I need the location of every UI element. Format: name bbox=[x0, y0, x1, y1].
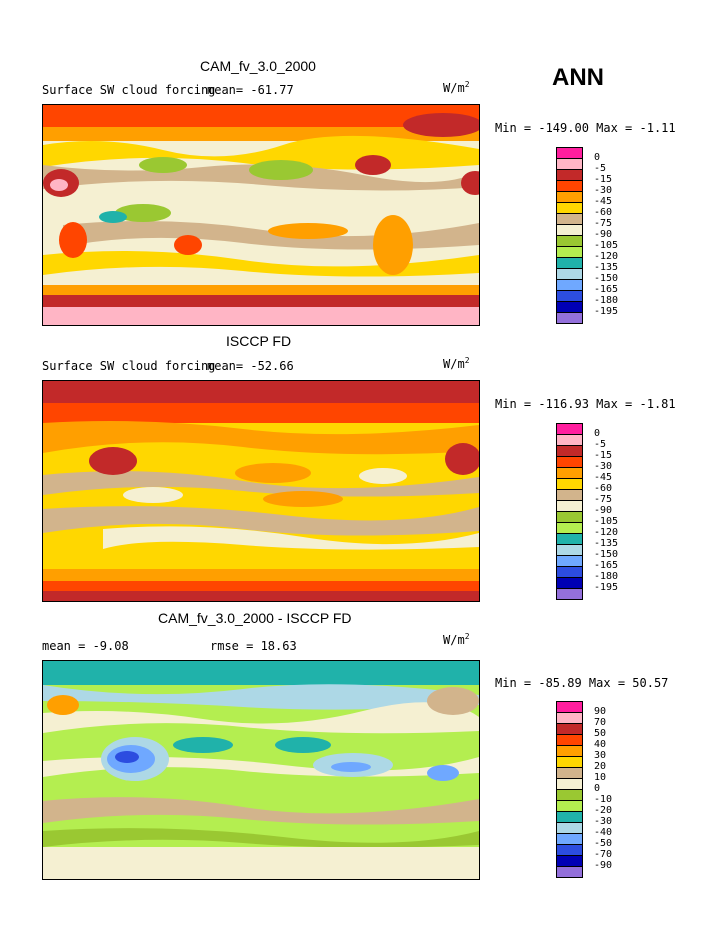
legend-label: -15 bbox=[594, 450, 613, 461]
legend-swatch bbox=[556, 588, 583, 600]
panel-1-unit: W/m2 bbox=[443, 80, 470, 95]
legend-label: -5 bbox=[594, 163, 607, 174]
legend-label: 50 bbox=[594, 728, 607, 739]
legend-label: -120 bbox=[594, 527, 619, 538]
legend-label: -90 bbox=[594, 505, 613, 516]
panel-3-rmse: rmse = 18.63 bbox=[210, 639, 297, 653]
panel-3-contour-field bbox=[43, 661, 479, 879]
panel-2-map bbox=[42, 380, 480, 602]
legend-label: -90 bbox=[594, 860, 613, 871]
legend-label: 20 bbox=[594, 761, 607, 772]
legend-label: -30 bbox=[594, 185, 613, 196]
panel-2-field-label: Surface SW cloud forcing bbox=[42, 359, 216, 373]
panel-2-minmax: Min = -116.93 Max = -1.81 bbox=[495, 397, 676, 411]
legend-label: -60 bbox=[594, 483, 613, 494]
panel-1-minmax: Min = -149.00 Max = -1.11 bbox=[495, 121, 676, 135]
legend-label: -60 bbox=[594, 207, 613, 218]
legend-label: -165 bbox=[594, 284, 619, 295]
legend-label: -150 bbox=[594, 273, 619, 284]
legend-label: 10 bbox=[594, 772, 607, 783]
legend-label: -50 bbox=[594, 838, 613, 849]
legend-label: -75 bbox=[594, 218, 613, 229]
legend-label: -75 bbox=[594, 494, 613, 505]
legend-label: 70 bbox=[594, 717, 607, 728]
legend-label: -20 bbox=[594, 805, 613, 816]
legend-label: -120 bbox=[594, 251, 619, 262]
legend-label: -195 bbox=[594, 306, 619, 317]
panel-2-contour-field bbox=[43, 381, 479, 601]
legend-label: -195 bbox=[594, 582, 619, 593]
legend-label: -180 bbox=[594, 571, 619, 582]
panel-2-mean: mean= -52.66 bbox=[207, 359, 294, 373]
legend-label: -135 bbox=[594, 262, 619, 273]
legend-swatch bbox=[556, 866, 583, 878]
legend-label: 90 bbox=[594, 706, 607, 717]
panel-1-field-label: Surface SW cloud forcing bbox=[42, 83, 216, 97]
legend-label: -10 bbox=[594, 794, 613, 805]
legend-label: -30 bbox=[594, 461, 613, 472]
panel-3-minmax: Min = -85.89 Max = 50.57 bbox=[495, 676, 669, 690]
panel-1-map bbox=[42, 104, 480, 326]
legend-label: 0 bbox=[594, 428, 601, 439]
legend-label: -90 bbox=[594, 229, 613, 240]
panel-2-unit: W/m2 bbox=[443, 356, 470, 371]
legend-label: -45 bbox=[594, 196, 613, 207]
legend-label: -15 bbox=[594, 174, 613, 185]
legend-label: -5 bbox=[594, 439, 607, 450]
season-label: ANN bbox=[552, 64, 604, 91]
panel-1-contour-field bbox=[43, 105, 479, 325]
panel-3-map bbox=[42, 660, 480, 880]
panel-1-title: CAM_fv_3.0_2000 bbox=[200, 58, 316, 74]
panel-3-unit: W/m2 bbox=[443, 632, 470, 647]
legend-label: 30 bbox=[594, 750, 607, 761]
legend-label: -45 bbox=[594, 472, 613, 483]
panel-1-mean: mean= -61.77 bbox=[207, 83, 294, 97]
legend-label: -180 bbox=[594, 295, 619, 306]
legend-label: -70 bbox=[594, 849, 613, 860]
legend-label: -105 bbox=[594, 516, 619, 527]
legend-label: -135 bbox=[594, 538, 619, 549]
legend-label: -105 bbox=[594, 240, 619, 251]
panel-2-title: ISCCP FD bbox=[226, 333, 292, 349]
legend-label: -40 bbox=[594, 827, 613, 838]
panel-3-title: CAM_fv_3.0_2000 - ISCCP FD bbox=[158, 610, 352, 626]
panel-3-mean: mean = -9.08 bbox=[42, 639, 129, 653]
legend-label: -30 bbox=[594, 816, 613, 827]
legend-label: -165 bbox=[594, 560, 619, 571]
legend-label: -150 bbox=[594, 549, 619, 560]
legend-swatch bbox=[556, 312, 583, 324]
legend-label: 0 bbox=[594, 152, 601, 163]
legend-label: 40 bbox=[594, 739, 607, 750]
legend-label: 0 bbox=[594, 783, 601, 794]
